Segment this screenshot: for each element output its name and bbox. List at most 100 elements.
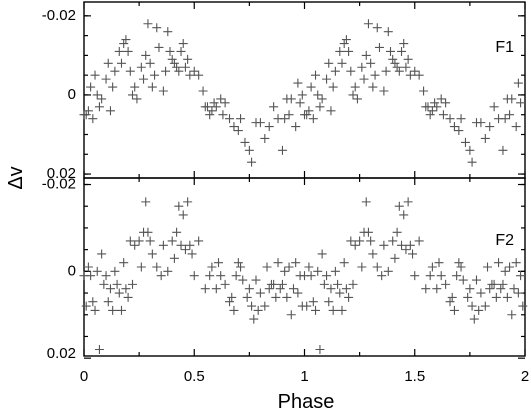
data-point (498, 145, 508, 155)
data-point (436, 271, 446, 281)
data-point (161, 66, 171, 76)
data-point (425, 271, 435, 281)
data-point (240, 137, 250, 147)
data-point (518, 301, 528, 311)
data-point (284, 110, 294, 120)
data-point (399, 39, 409, 49)
data-point (308, 114, 318, 124)
data-point (288, 284, 298, 294)
data-point (167, 236, 177, 246)
data-point (218, 110, 228, 120)
data-point (207, 106, 217, 116)
data-point (315, 344, 325, 354)
data-point (253, 305, 263, 315)
data-point (326, 284, 336, 294)
data-point (154, 42, 164, 52)
data-point (509, 284, 519, 294)
data-point (511, 258, 521, 268)
data-point (344, 292, 354, 302)
data-point (231, 271, 241, 281)
panel-f2-y-tick-label: 0 (68, 262, 76, 279)
panel-f2-points (79, 197, 528, 354)
data-point (304, 262, 314, 272)
data-point (108, 305, 118, 315)
data-point (341, 284, 351, 294)
data-point (368, 249, 378, 259)
data-point (372, 23, 382, 33)
data-point (110, 66, 120, 76)
data-point (513, 288, 523, 298)
data-point (116, 305, 126, 315)
data-point (251, 275, 261, 285)
data-point (110, 266, 120, 276)
data-point (211, 102, 221, 112)
data-point (123, 46, 133, 56)
data-point (383, 266, 393, 276)
data-point (374, 42, 384, 52)
data-point (432, 102, 442, 112)
data-point (244, 145, 254, 155)
data-point (277, 145, 287, 155)
data-point (284, 262, 294, 272)
data-point (90, 70, 100, 80)
data-point (116, 58, 126, 68)
data-point (427, 262, 437, 272)
data-point (293, 78, 303, 88)
data-point (189, 271, 199, 281)
data-point (202, 102, 212, 112)
data-point (260, 133, 270, 143)
data-point (163, 266, 173, 276)
data-point (134, 236, 144, 246)
data-point (335, 46, 345, 56)
data-point (244, 284, 254, 294)
data-point (123, 292, 133, 302)
data-point (130, 82, 140, 92)
data-point (350, 82, 360, 92)
data-point (500, 114, 510, 124)
data-point (432, 284, 442, 294)
data-point (132, 94, 142, 104)
x-tick-label: 1 (300, 368, 308, 385)
data-point (419, 86, 429, 96)
data-point (264, 122, 274, 132)
data-point (233, 258, 243, 268)
data-point (315, 102, 325, 112)
data-point (339, 39, 349, 49)
data-point (454, 126, 464, 136)
data-point (516, 271, 526, 281)
data-point (158, 240, 168, 250)
data-point (103, 58, 113, 68)
data-point (125, 236, 135, 246)
data-point (388, 236, 398, 246)
data-point (381, 66, 391, 76)
data-point (262, 262, 272, 272)
data-point (363, 19, 373, 29)
data-point (141, 197, 151, 207)
data-point (397, 46, 407, 56)
data-point (172, 227, 182, 237)
data-point (189, 66, 199, 76)
panel-f1: -0.02 0 0.02 F1 (42, 1, 526, 182)
data-point (333, 279, 343, 289)
data-point (304, 106, 314, 116)
data-point (322, 271, 332, 281)
data-point (483, 262, 493, 272)
data-point (101, 271, 111, 281)
data-point (264, 284, 274, 294)
data-point (355, 236, 365, 246)
data-point (397, 240, 407, 250)
data-point (330, 266, 340, 276)
data-point (180, 245, 190, 255)
data-point (377, 271, 387, 281)
data-point (97, 249, 107, 259)
data-point (286, 94, 296, 104)
data-point (445, 297, 455, 307)
data-point (423, 102, 433, 112)
data-point (183, 54, 193, 64)
panel-f1-y-tick-label: 0.02 (47, 165, 76, 182)
data-point (368, 82, 378, 92)
data-point (425, 110, 435, 120)
data-point (297, 90, 307, 100)
data-point (86, 271, 96, 281)
